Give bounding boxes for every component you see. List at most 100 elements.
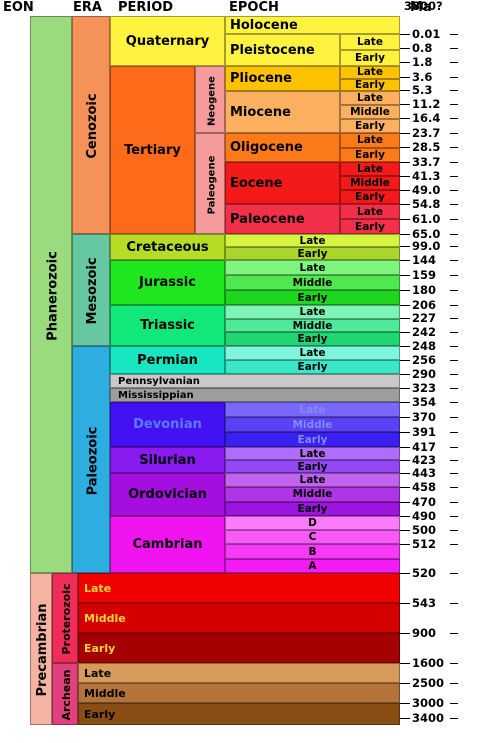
ma-tick-line-right	[450, 487, 458, 488]
subepoch-early-label: Early	[355, 220, 385, 233]
eon-precambrian-label: Precambrian	[34, 603, 50, 697]
subepoch-late: Late	[340, 162, 400, 176]
eon-precambrian: Precambrian	[30, 573, 52, 725]
subepoch-middle: Middle	[340, 105, 400, 119]
precambrian-late-label: Late	[84, 581, 112, 595]
ma-tick-line-right	[450, 104, 458, 105]
epoch-paleocene: Paleocene	[225, 204, 340, 234]
subepoch-middle-label: Middle	[350, 177, 390, 189]
subepoch-b-label: B	[308, 545, 317, 558]
ma-tick-line	[400, 260, 410, 261]
ma-tick-line	[400, 402, 410, 403]
subepoch-c: C	[225, 530, 400, 545]
ma-tick-line-right	[450, 530, 458, 531]
subepoch-late-label: Late	[299, 403, 326, 416]
ma-tick-label: 65.0	[412, 227, 441, 241]
subepoch-b: B	[225, 544, 400, 559]
ma-tick-label: 33.7	[412, 155, 441, 169]
precambrian-early: Early	[78, 703, 400, 725]
ma-tick-line	[400, 473, 410, 474]
header-era: ERA	[73, 0, 102, 15]
ma-tick-label: 23.7	[412, 126, 441, 140]
subepoch-a: A	[225, 558, 400, 573]
subepoch-early-label: Early	[355, 78, 385, 91]
subepoch-early: Early	[340, 50, 400, 66]
ma-tick-line	[400, 544, 410, 545]
subepoch-late-label: Late	[299, 347, 326, 359]
ma-tick-label: 99.0	[412, 239, 441, 253]
subepoch-middle: Middle	[340, 176, 400, 190]
ma-tick-label: 543	[412, 596, 437, 610]
subepoch-late: Late	[225, 260, 400, 275]
subepoch-late-label: Late	[357, 92, 383, 104]
subepoch-late-label: Late	[299, 234, 326, 247]
subepoch-early-label: Early	[355, 52, 385, 64]
ma-tick-line	[400, 190, 410, 191]
subepoch-late-label: Late	[357, 134, 383, 147]
precambrian-middle-label: Middle	[84, 611, 126, 625]
subepoch-early-label: Early	[297, 361, 328, 373]
subepoch-middle: Middle	[225, 487, 400, 502]
ma-tick-line-right	[450, 388, 458, 389]
ma-tick-line-right	[450, 417, 458, 418]
subepoch-early: Early	[225, 460, 400, 473]
ma-tick-line	[400, 305, 410, 306]
ma-tick-line	[400, 633, 410, 634]
ma-tick-label: 16.4	[412, 111, 441, 125]
ma-tick-label: 0.01	[412, 27, 441, 41]
subepoch-d: D	[225, 516, 400, 531]
ma-tick-label: 180	[412, 283, 437, 297]
subepoch-late: Late	[225, 447, 400, 460]
ma-tick-line-right	[450, 447, 458, 448]
precambrian-late-label: Late	[84, 666, 112, 680]
subepoch-early-label: Early	[297, 460, 328, 473]
epoch-pleistocene: Pleistocene	[225, 34, 340, 66]
subepoch-late-label: Late	[299, 447, 326, 460]
period-jurassic-label: Jurassic	[139, 275, 196, 290]
ma-tick-line-right	[450, 176, 458, 177]
precambrian-middle: Middle	[78, 683, 400, 703]
subepoch-early: Early	[340, 78, 400, 91]
ma-tick-line-right	[450, 683, 458, 684]
ma-tick-line-right	[450, 460, 458, 461]
ma-tick-line	[400, 683, 410, 684]
subepoch-early: Early	[225, 332, 400, 346]
era-archean: Archean	[52, 663, 78, 725]
ma-tick-label: 242	[412, 325, 437, 339]
ma-tick-line-right	[450, 473, 458, 474]
ma-tick-line	[400, 360, 410, 361]
subepoch-early-label: Early	[297, 502, 328, 515]
ma-tick-line-right	[450, 133, 458, 134]
period-cretaceous-label: Cretaceous	[126, 239, 209, 255]
ma-tick-label: 900	[412, 626, 437, 640]
ma-tick-line-right	[450, 603, 458, 604]
subepoch-late-label: Late	[357, 205, 383, 218]
subepoch-early: Early	[225, 360, 400, 374]
subepoch-middle: Middle	[225, 417, 400, 432]
period-neogene: Neogene	[195, 66, 225, 133]
ma-tick-line-right	[450, 502, 458, 503]
period-devonian-label: Devonian	[133, 417, 202, 432]
ma-tick-label: 3800?	[404, 0, 443, 13]
era-mesozoic: Mesozoic	[72, 234, 110, 346]
ma-tick-line	[400, 663, 410, 664]
ma-tick-line-right	[450, 332, 458, 333]
ma-tick-label: 1.8	[412, 55, 433, 69]
header-epoch: EPOCH	[229, 0, 279, 15]
period-quaternary: Quaternary	[110, 16, 225, 66]
period-ordovician-label: Ordovician	[128, 487, 207, 502]
epoch-eocene: Eocene	[225, 162, 340, 204]
era-proterozoic-label: Proterozoic	[59, 583, 73, 655]
period-mississippian: Mississippian	[110, 388, 400, 402]
subepoch-middle-label: Middle	[292, 418, 333, 431]
period-triassic-label: Triassic	[140, 318, 195, 333]
subepoch-late: Late	[225, 346, 400, 360]
ma-tick-line-right	[450, 516, 458, 517]
ma-tick-line-right	[450, 290, 458, 291]
ma-tick-label: 3000	[412, 696, 445, 710]
ma-tick-line-right	[450, 147, 458, 148]
ma-tick-label: 3.6	[412, 70, 433, 84]
ma-tick-label: 2500	[412, 676, 445, 690]
ma-tick-label: 256	[412, 353, 437, 367]
